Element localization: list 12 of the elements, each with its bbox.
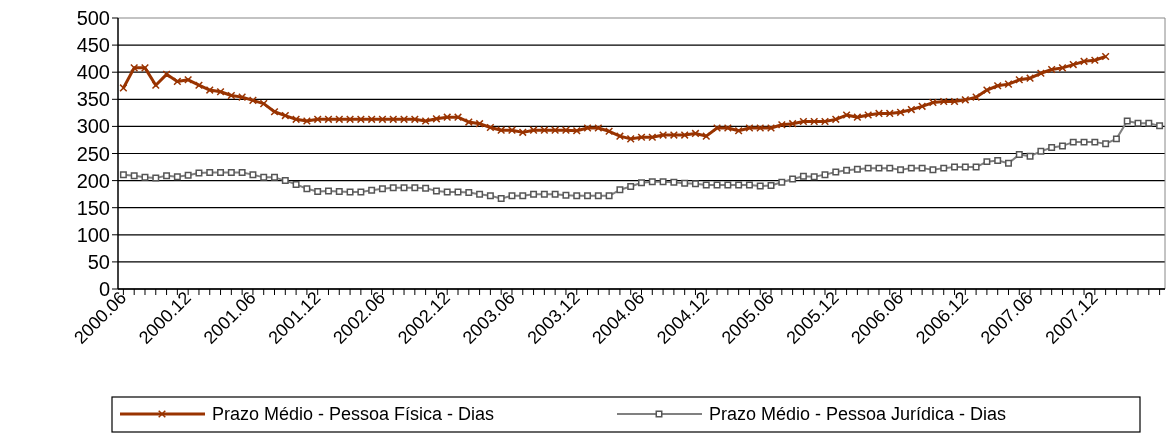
y-tick-label: 350 (76, 88, 110, 111)
y-tick-label: 500 (76, 7, 110, 29)
y-tick-label: 250 (76, 142, 110, 165)
y-tick-label: 400 (76, 61, 110, 84)
y-tick-label: 50 (87, 250, 110, 273)
y-tick-label: 300 (76, 115, 110, 138)
y-tick-label: 100 (76, 223, 110, 246)
legend-label: Prazo Médio - Pessoa Jurídica - Dias (709, 404, 1007, 425)
y-tick-label: 450 (76, 34, 110, 57)
y-tick-label: 150 (76, 196, 110, 219)
y-tick-label: 200 (76, 169, 110, 192)
legend-label: Prazo Médio - Pessoa Física - Dias (212, 404, 495, 425)
